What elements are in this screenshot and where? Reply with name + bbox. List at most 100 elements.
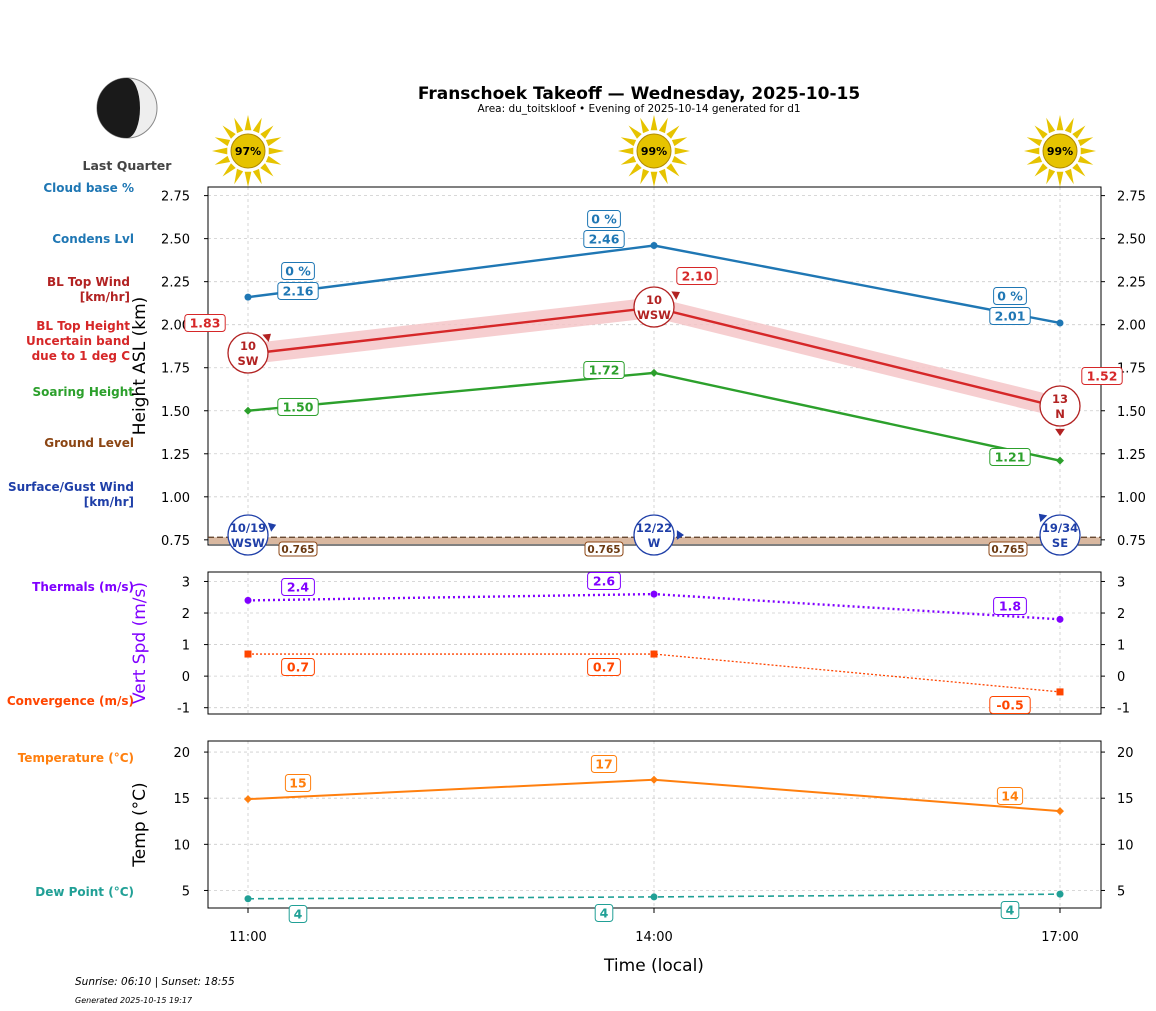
x-axis-label: Time (local) bbox=[603, 956, 704, 976]
y-tick-label-left: 1.25 bbox=[161, 448, 190, 463]
condens-label-box bbox=[989, 307, 1031, 325]
y-tick-label-left: 1.00 bbox=[161, 491, 190, 506]
y-tick-label-right: 2 bbox=[1117, 607, 1125, 622]
soaring-point bbox=[650, 368, 658, 377]
condens-point bbox=[650, 242, 658, 250]
surface-wind-speed: 10/19 bbox=[230, 521, 266, 535]
soaring-label-box bbox=[583, 361, 625, 379]
y-tick-label-left: 0.75 bbox=[161, 534, 190, 549]
convergence-point bbox=[244, 650, 252, 658]
ground-label: 0.765 bbox=[281, 544, 314, 556]
x-tick-label: 17:00 bbox=[1041, 930, 1078, 945]
label-convergence: Convergence (m/s) bbox=[7, 694, 134, 708]
ground-label-box bbox=[988, 541, 1028, 557]
y-tick-label-left: 2.75 bbox=[161, 190, 190, 205]
y-tick-label-left: 10 bbox=[173, 838, 190, 853]
y-tick-label-left: 2.00 bbox=[161, 319, 190, 334]
bl-top-label: 1.52 bbox=[1087, 369, 1118, 384]
surface-wind-speed: 12/22 bbox=[636, 521, 672, 535]
convergence-point bbox=[650, 650, 658, 658]
thermals-label-box bbox=[587, 572, 621, 590]
temperature-label: 17 bbox=[595, 757, 612, 772]
y-tick-label-left: 5 bbox=[182, 884, 190, 899]
chart-subtitle: Area: du_toitskloof • Evening of 2025-10… bbox=[477, 103, 800, 115]
bl-uncertainty-band bbox=[248, 297, 1060, 418]
label-cloud-base: Cloud base % bbox=[43, 181, 134, 195]
label-bl-wind-1: BL Top Wind bbox=[47, 275, 130, 289]
surface-wind-direction: WSW bbox=[231, 536, 265, 550]
y-tick-label-right: -1 bbox=[1117, 702, 1130, 717]
y-tick-label-right: 2.50 bbox=[1117, 233, 1146, 248]
y-tick-label-right: 0.75 bbox=[1117, 534, 1146, 549]
sun-percent-label: 99% bbox=[641, 145, 667, 158]
y-tick-label-right: 0 bbox=[1117, 670, 1125, 685]
y-tick-label-right: 2.75 bbox=[1117, 190, 1146, 205]
y-tick-label-right: 15 bbox=[1117, 792, 1134, 807]
soaring-label-box bbox=[277, 398, 319, 416]
convergence-point bbox=[1056, 688, 1064, 696]
dewpoint-label-box bbox=[288, 905, 308, 923]
convergence-label-box bbox=[587, 658, 621, 676]
cloud-pct-label-box bbox=[281, 262, 315, 280]
soaring-point bbox=[1056, 456, 1064, 465]
y-tick-label-right: 20 bbox=[1117, 746, 1134, 761]
wind-arrow-icon bbox=[267, 522, 277, 532]
cloud-pct-label: 0 % bbox=[591, 212, 617, 227]
label-surface-1: Surface/Gust Wind bbox=[8, 480, 134, 494]
wind-arrow-icon bbox=[671, 291, 680, 300]
bl-top-label-box bbox=[676, 267, 718, 285]
y-tick-label-left: 1 bbox=[182, 639, 190, 654]
y-tick-label-left: 3 bbox=[182, 575, 190, 590]
x-tick-label: 14:00 bbox=[635, 930, 672, 945]
label-soaring: Soaring Height bbox=[33, 385, 135, 399]
cloud-pct-label: 0 % bbox=[285, 264, 311, 279]
bl-wind-speed: 10 bbox=[240, 339, 256, 353]
wind-arrow-icon bbox=[1038, 513, 1048, 523]
y-tick-label-left: 2 bbox=[182, 607, 190, 622]
temperature-label-box bbox=[996, 787, 1024, 805]
temperature-label-box bbox=[590, 755, 618, 773]
y-tick-label-left: 20 bbox=[173, 746, 190, 761]
temperature-label: 15 bbox=[289, 776, 306, 791]
thermals-label: 2.6 bbox=[593, 574, 615, 589]
label-bl-height-3: due to 1 deg C bbox=[32, 349, 131, 363]
surface-wind-circle bbox=[633, 514, 675, 556]
y-tick-label-right: 2.00 bbox=[1117, 319, 1146, 334]
label-ground: Ground Level bbox=[44, 436, 134, 450]
panel-frame bbox=[207, 186, 1102, 546]
thermals-label: 2.4 bbox=[287, 580, 309, 595]
generated-time: Generated 2025-10-15 19:17 bbox=[75, 996, 193, 1005]
dewpoint-point bbox=[1056, 890, 1064, 898]
y-tick-label-right: 1.75 bbox=[1117, 362, 1146, 377]
wind-arrow-icon bbox=[262, 333, 271, 343]
y-tick-label-left: 1.50 bbox=[161, 405, 190, 420]
dewpoint-line bbox=[247, 893, 1061, 900]
cloud-pct-label-box bbox=[993, 287, 1027, 305]
bl-wind-direction: N bbox=[1055, 407, 1065, 421]
bl-top-label: 2.10 bbox=[682, 269, 713, 284]
label-surface-2: [km/hr] bbox=[84, 495, 134, 509]
moon-phase-label: Last Quarter bbox=[83, 158, 173, 173]
bl-wind-circle bbox=[633, 286, 675, 328]
ground-label: 0.765 bbox=[991, 544, 1024, 556]
label-bl-wind-2: [km/hr] bbox=[80, 290, 130, 304]
thermals-label-box bbox=[993, 597, 1027, 615]
sun-icon bbox=[618, 115, 690, 187]
cloud-pct-label: 0 % bbox=[997, 289, 1023, 304]
thermals-point bbox=[1056, 615, 1064, 623]
soaring-point bbox=[244, 406, 252, 415]
surface-wind-circle bbox=[227, 514, 269, 556]
dewpoint-point bbox=[244, 895, 252, 903]
surface-wind-direction: W bbox=[648, 536, 661, 550]
dewpoint-label: 4 bbox=[294, 907, 303, 922]
bl-wind-speed: 13 bbox=[1052, 392, 1068, 406]
y-tick-label-right: 1.50 bbox=[1117, 405, 1146, 420]
moon-phase-icon bbox=[96, 77, 158, 139]
bl-top-label-box bbox=[184, 314, 226, 332]
dewpoint-label-box bbox=[1000, 901, 1020, 919]
thermals-label: 1.8 bbox=[999, 599, 1021, 614]
bl-top-label-box bbox=[1081, 367, 1123, 385]
y-tick-label-right: 1.00 bbox=[1117, 491, 1146, 506]
y-tick-label-right: 2.25 bbox=[1117, 276, 1146, 291]
